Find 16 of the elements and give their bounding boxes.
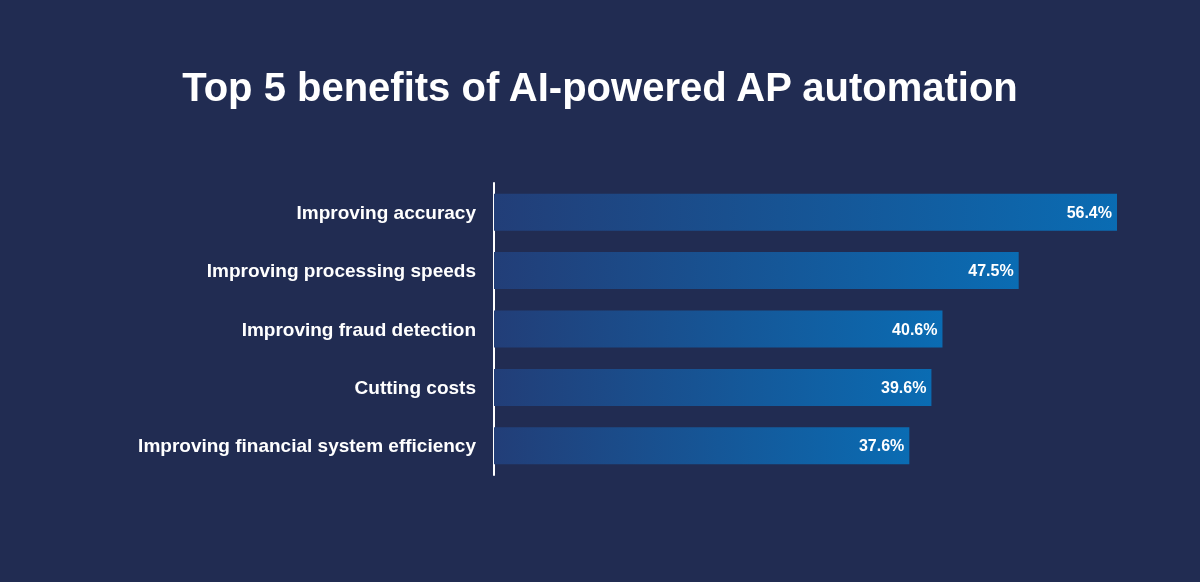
data-label: 56.4% [1066,203,1112,221]
data-label: 47.5% [968,262,1014,280]
y-tick-label: Improving processing speeds [206,260,476,282]
bar [494,310,943,348]
bar [494,427,910,465]
data-label: 37.6% [858,437,905,455]
y-tick-label: Improving financial system efficiency [138,435,477,457]
bar [494,368,932,406]
y-tick-label: Cutting costs [354,376,476,398]
chart-title: Top 5 benefits of AI-powered AP automation [182,65,1018,109]
data-label: 39.6% [881,378,927,396]
y-tick-label: Improving fraud detection [241,318,476,340]
bar [494,252,1019,290]
y-tick-label: Improving accuracy [296,201,477,223]
data-label: 40.6% [892,320,938,338]
bar [494,193,1117,231]
